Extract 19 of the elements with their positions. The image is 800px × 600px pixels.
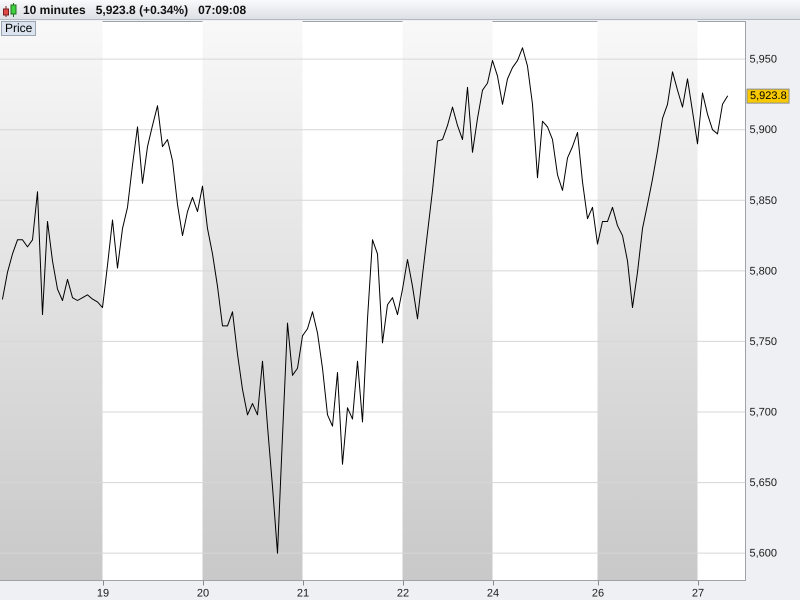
- y-tick-label: 5,900: [750, 124, 778, 136]
- y-tick-label: 5,850: [750, 194, 778, 207]
- chart-title: 10 minutes 5,923.8 (+0.34%) 07:09:08: [23, 3, 246, 17]
- x-tick-label: 19: [96, 588, 110, 600]
- x-tick-label: 27: [692, 588, 704, 600]
- x-tick-label: 24: [486, 588, 500, 600]
- line-series: [2, 47, 728, 554]
- y-tick-label: 5,650: [750, 477, 778, 490]
- y-tick-label: 5,800: [750, 265, 778, 278]
- x-tick-label: 22: [396, 588, 410, 600]
- y-tick-label: 5,950: [750, 54, 778, 66]
- x-tick-label: 26: [592, 588, 604, 600]
- x-tick-label: 21: [296, 588, 310, 600]
- y-tick-label: 5,700: [750, 406, 778, 419]
- y-tick-label: 5,600: [750, 548, 778, 560]
- x-tick-label: 20: [196, 588, 210, 600]
- annotation: 5,923.8: [750, 90, 787, 102]
- y-axis-title: Price: [1, 21, 36, 36]
- y-tick-label: 5,750: [750, 336, 778, 348]
